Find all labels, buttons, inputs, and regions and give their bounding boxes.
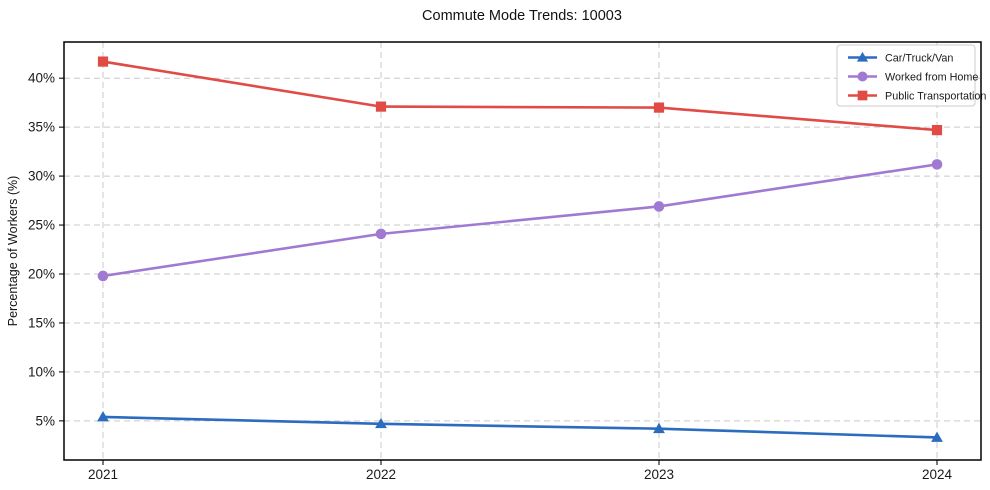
x-tick-label: 2023 [644,467,674,482]
y-tick-label: 25% [28,218,55,233]
y-axis-label: Percentage of Workers (%) [6,176,20,327]
x-tick-label: 2022 [366,467,396,482]
marker-worked-from-home [653,201,665,212]
legend-marker [857,71,868,82]
y-tick-label: 40% [28,71,55,86]
marker-worked-from-home [97,270,109,282]
x-tick-label: 2021 [88,467,118,482]
axes-frame [63,41,982,461]
marker-worked-from-home [375,228,387,240]
marker-public-transportation [653,102,665,113]
y-tick-label: 35% [28,120,55,135]
x-tick-label: 2024 [922,467,953,482]
marker-car-truck-van [653,422,665,434]
marker-car-truck-van [931,431,943,442]
plot-area: 5% 10% 15% 20% 25% 30% 35% 40% 2021 2022 2023 2024 C… [28,42,986,482]
chart-title: Commute Mode Trends: 10003 [422,8,622,24]
marker-worked-from-home [931,159,943,170]
legend-label: Worked from Home [885,71,978,83]
marker-public-transportation [931,125,943,136]
series-line-car-truck-van [101,415,939,439]
legend-box [836,44,976,107]
y-tick-label: 15% [28,315,55,330]
y-tick-label: 10% [28,364,55,379]
marker-car-truck-van [375,417,387,429]
legend-label: Car/Truck/Van [885,52,953,64]
marker-car-truck-van [97,411,109,422]
series-line-worked-from-home [101,163,939,278]
marker-public-transportation [97,56,109,67]
legend-marker [856,51,869,62]
y-tick-label: 30% [28,169,55,184]
marker-public-transportation [375,101,387,112]
legend-label: Public Transportation [885,90,986,102]
legend-marker [857,90,868,101]
y-tick-label: 5% [35,413,55,428]
y-tick-label: 20% [28,267,55,282]
series-line-public-transportation [101,60,939,132]
